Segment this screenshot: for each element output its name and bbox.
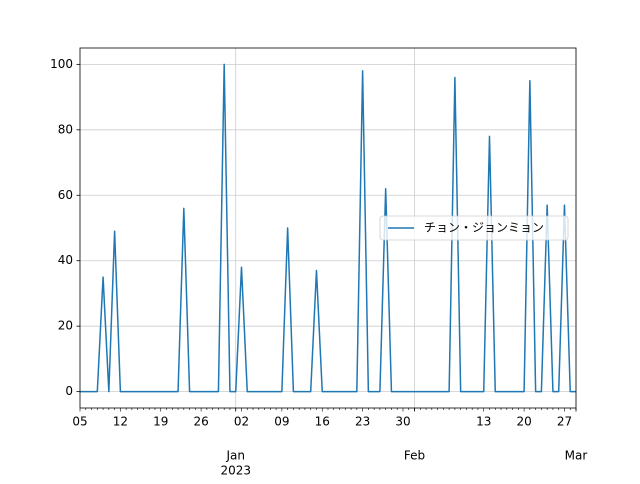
y-tick-label: 60 [58,188,73,202]
x-tick-label: 20 [516,415,531,429]
x-month-label: Mar [565,449,588,463]
x-tick-label: 26 [193,415,208,429]
x-tick-label: 12 [113,415,128,429]
y-tick-label: 40 [58,253,73,267]
plot [80,63,576,393]
x-tick-label: 27 [557,415,572,429]
x-tick-label: 30 [395,415,410,429]
legend-label: チョン・ジョンミョン [424,221,544,235]
x-year-label: 2023 [220,464,251,478]
line-series [80,63,576,393]
legend: チョン・ジョンミョン [379,215,569,241]
y-tick-label: 20 [58,319,73,333]
x-tick-label: 09 [274,415,289,429]
y-tick-label: 80 [58,122,73,136]
x-tick-label: 16 [315,415,330,429]
x-tick-label: 23 [355,415,370,429]
legend-box [379,215,569,241]
x-tick-label: 13 [476,415,491,429]
axes: 0 20 40 60 80 100 05 12 19 26 02 09 16 23 30 13 20 27 Jan F… [50,57,587,478]
x-month-label: Feb [404,449,425,463]
x-tick-label: 19 [153,415,168,429]
y-tick-label: 0 [65,384,73,398]
x-tick-label: 02 [234,415,249,429]
y-tick-label: 100 [50,57,73,71]
x-tick-label: 05 [72,415,87,429]
x-month-label: Jan [225,449,245,463]
